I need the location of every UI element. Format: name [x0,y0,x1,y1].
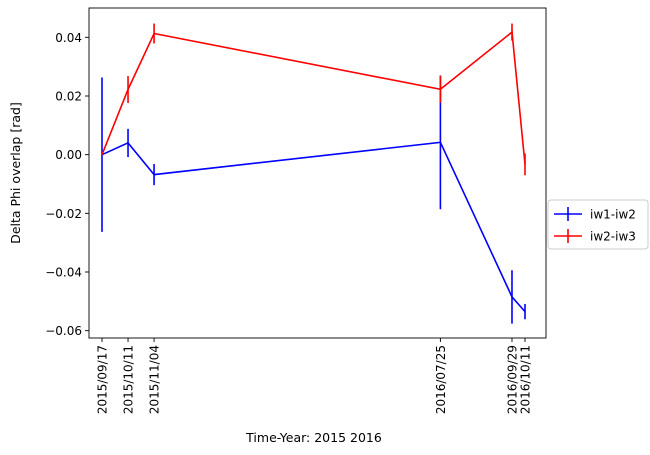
x-axis: 2015/09/17 2015/10/11 2015/11/04 2016/07/25… [96,338,533,414]
y-axis: 0.04 0.02 0.00 −0.02 −0.04 −0.06 [45,31,89,338]
y-tick-label: −0.04 [45,266,82,280]
x-tick-label: 2015/10/11 [122,345,136,414]
x-tick-label: 2016/07/25 [434,345,448,414]
x-tick-label: 2015/11/04 [148,345,162,414]
y-tick-label: 0.02 [55,90,82,104]
series-line-iw1-iw2 [101,141,526,313]
plot-frame [88,7,547,339]
y-tick-label: 0.00 [55,148,82,162]
series-layer [101,23,526,324]
x-tick-label: 2016/09/29 [505,345,519,414]
y-tick-label: −0.06 [45,324,82,338]
y-tick-label: −0.02 [45,207,82,221]
legend: iw1-iw2 iw2-iw3 [547,199,649,250]
y-tick-label: 0.04 [55,31,82,45]
series-line-iw2-iw3 [101,30,526,165]
legend-label: iw2-iw3 [590,230,636,244]
y-axis-label: Delta Phi overlap [rad] [8,102,23,244]
x-axis-label: Time-Year: 2015 2016 [245,430,382,445]
x-tick-label: 2016/10/11 [519,345,533,414]
legend-label: iw1-iw2 [590,208,636,222]
x-tick-label: 2015/09/17 [96,345,110,414]
